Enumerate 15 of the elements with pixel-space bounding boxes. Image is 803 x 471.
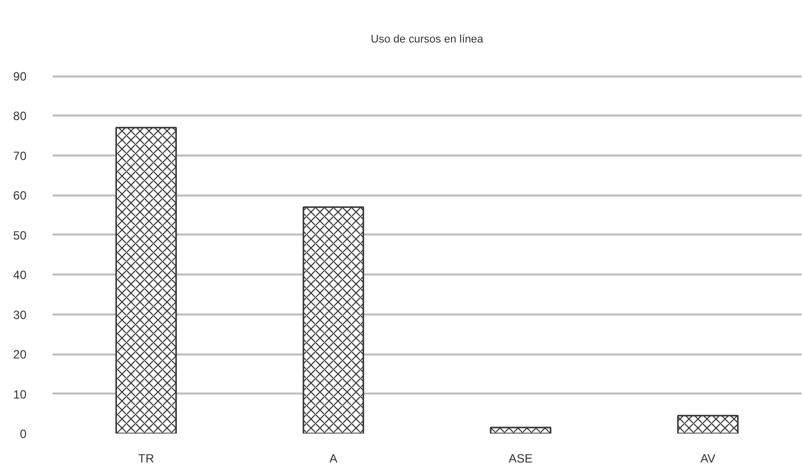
x-tick-label: AV	[700, 452, 716, 466]
y-tick-label: 20	[13, 348, 27, 362]
y-tick-label: 50	[13, 228, 27, 242]
y-tick-label: 60	[13, 188, 27, 203]
x-tick-label: TR	[138, 452, 154, 466]
y-tick-label: 40	[13, 268, 27, 282]
y-tick-label: 80	[13, 109, 27, 124]
x-tick-label: A	[329, 452, 338, 466]
chart-title: Uso de cursos en línea	[370, 34, 484, 46]
y-tick-label: 30	[13, 308, 27, 322]
x-tick-label: ASE	[508, 452, 533, 466]
y-tick-label: 0	[20, 427, 27, 441]
y-tick-label: 10	[13, 387, 27, 402]
y-tick-label: 70	[13, 148, 27, 163]
y-tick-label: 90	[13, 70, 27, 84]
